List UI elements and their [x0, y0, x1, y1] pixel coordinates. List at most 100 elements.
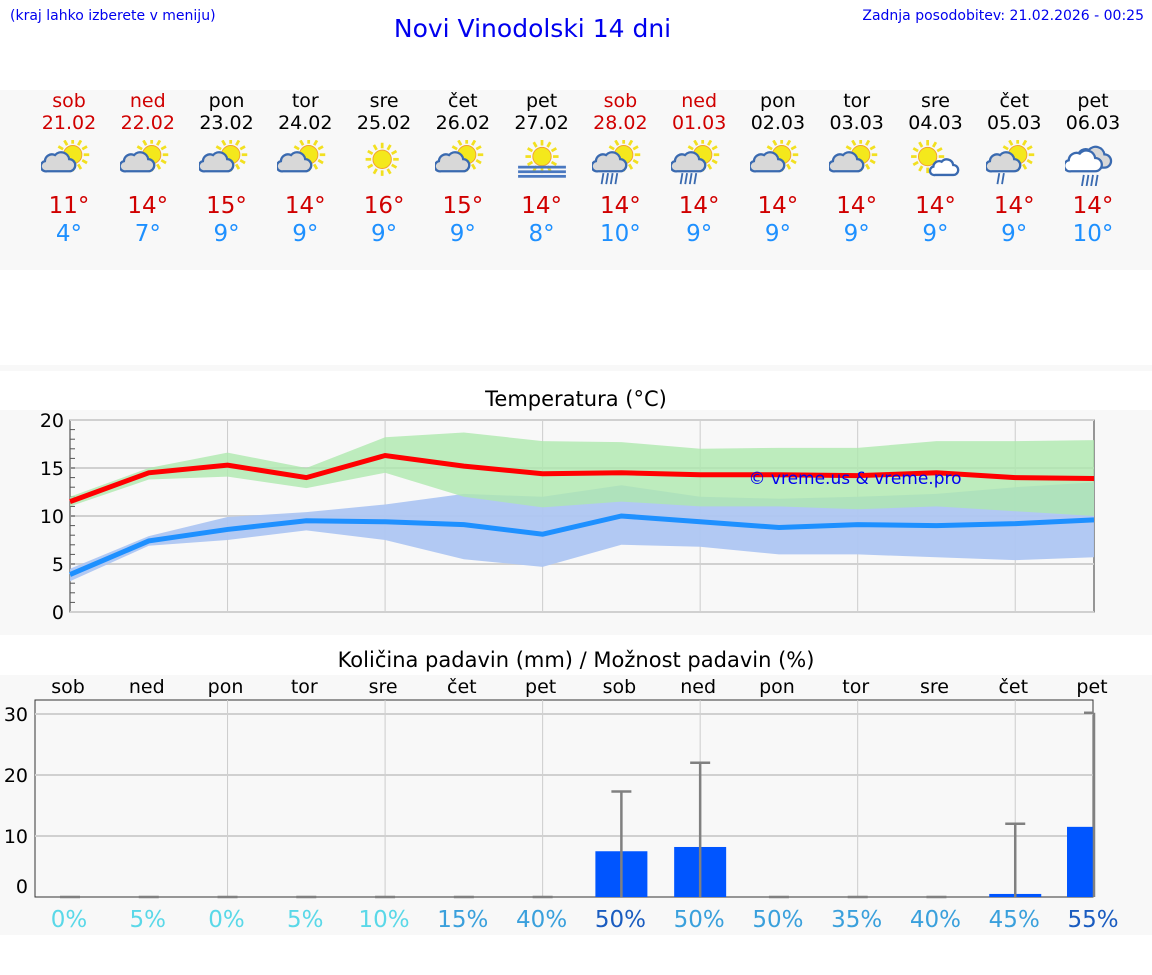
- sun-ray: [918, 165, 924, 172]
- precip-probability: 55%: [1067, 907, 1118, 933]
- sun-ray: [850, 140, 857, 146]
- min-temp: 9°: [764, 221, 791, 247]
- min-temp: 9°: [922, 221, 949, 247]
- day-name: ned: [129, 90, 166, 112]
- sun-ray: [707, 163, 713, 170]
- day-column: tor 24.02 14° 9°: [265, 90, 345, 248]
- sun-ray: [628, 140, 634, 146]
- sun-ray: [614, 140, 620, 146]
- rain-drop: [1085, 174, 1090, 186]
- cloud: [1065, 149, 1103, 173]
- precip-probability: 0%: [208, 907, 245, 933]
- divider: [0, 365, 1152, 371]
- day-column: sob 28.02 14° 10°: [580, 90, 660, 248]
- sun-ray: [526, 147, 533, 153]
- sun-cloud-icon: [749, 140, 799, 173]
- sun-ray: [451, 145, 458, 151]
- day-column: pet 06.03 14° 10°: [1053, 90, 1133, 248]
- cloud: [671, 151, 707, 173]
- precip-probability: 5%: [287, 907, 324, 933]
- sun-ray: [790, 159, 797, 165]
- max-temp: 16°: [363, 193, 405, 219]
- day-name: tor: [291, 90, 319, 112]
- max-temp: 14°: [915, 193, 956, 219]
- day-name: tor: [843, 90, 871, 112]
- cloud: [592, 151, 628, 173]
- day-column: sre 04.03 14° 9°: [895, 90, 975, 248]
- sun-ray: [457, 140, 463, 146]
- sun-ray: [932, 141, 938, 148]
- sun-ray: [475, 145, 482, 151]
- sun-ray: [707, 140, 713, 146]
- x-day-label: čet: [998, 676, 1028, 698]
- sun-ray: [239, 159, 246, 165]
- precip-probability: 0%: [51, 907, 88, 933]
- y-tick-label: 30: [4, 704, 28, 726]
- max-temp: 14°: [1072, 193, 1114, 219]
- day-date: 05.03: [987, 112, 1042, 134]
- day-date: 23.02: [199, 112, 254, 134]
- max-temp: 15°: [206, 193, 247, 219]
- day-date: 21.02: [41, 112, 97, 134]
- min-temp: 9°: [213, 221, 240, 247]
- cloud: [198, 151, 234, 173]
- sun-cloud-icon: [198, 140, 247, 173]
- max-temp: 14°: [757, 193, 799, 219]
- precip-probability: 35%: [831, 907, 882, 933]
- precip-probability: 40%: [516, 907, 567, 933]
- x-day-label: pon: [208, 676, 244, 698]
- sun-ray: [81, 145, 88, 151]
- precip-bar: [1067, 826, 1094, 897]
- sun-ray: [313, 163, 319, 170]
- last-updated: Zadnja posodobitev: 21.02.2026 - 00:25: [862, 8, 1144, 24]
- sun-ray: [687, 145, 694, 151]
- sun-ray: [628, 163, 634, 170]
- cloud-rain-icon: [1065, 145, 1113, 186]
- cloud: [277, 151, 313, 173]
- sun-ray: [372, 168, 378, 175]
- day-column: sob 21.02 11° 4°: [29, 90, 109, 248]
- cloud: [41, 151, 77, 173]
- location-hint: (kraj lahko izberete v meniju): [10, 8, 216, 24]
- cloud: [119, 151, 156, 173]
- x-day-label: tor: [842, 676, 869, 698]
- sun-ray: [313, 140, 319, 146]
- precip-probability: 10%: [359, 907, 410, 933]
- cloud: [986, 151, 1022, 173]
- x-day-label: pet: [525, 676, 556, 698]
- sun-ray: [317, 145, 325, 151]
- precip-probability: 15%: [437, 907, 488, 933]
- x-day-label: pon: [759, 676, 795, 698]
- max-temp: 14°: [127, 193, 169, 219]
- max-temp: 11°: [48, 193, 90, 219]
- sun-ray: [386, 168, 392, 175]
- day-column: ned 22.02 14° 7°: [108, 90, 188, 248]
- min-temp: 10°: [1072, 221, 1114, 247]
- sun-ray: [386, 144, 392, 151]
- y-tick-label: 10: [4, 826, 28, 848]
- day-column: čet 26.02 15° 9°: [423, 90, 503, 248]
- sun-cloud-icon: [277, 140, 326, 173]
- y-tick-label: 5: [52, 554, 64, 576]
- rain-drop: [693, 172, 698, 185]
- rain-drop: [1094, 174, 1099, 186]
- sun-small-cloud-icon: [911, 140, 960, 177]
- sun-ray: [160, 159, 167, 165]
- sun: [531, 146, 552, 167]
- day-date: 03.03: [829, 112, 884, 134]
- day-column: ned 01.03 14° 9°: [659, 90, 739, 248]
- sun-ray: [869, 145, 876, 151]
- day-name: pon: [208, 90, 245, 112]
- cloud: [828, 151, 865, 173]
- max-temp: 14°: [599, 193, 641, 219]
- day-date: 22.02: [120, 112, 175, 134]
- sun-ray: [864, 163, 870, 170]
- sun-ray: [239, 145, 246, 151]
- max-temp: 14°: [521, 193, 562, 219]
- sun-ray: [470, 163, 476, 170]
- sun: [918, 146, 938, 167]
- y-tick-label: 20: [4, 765, 28, 787]
- day-column: sre 25.02 16° 9°: [344, 90, 424, 248]
- sun-ray: [220, 140, 226, 146]
